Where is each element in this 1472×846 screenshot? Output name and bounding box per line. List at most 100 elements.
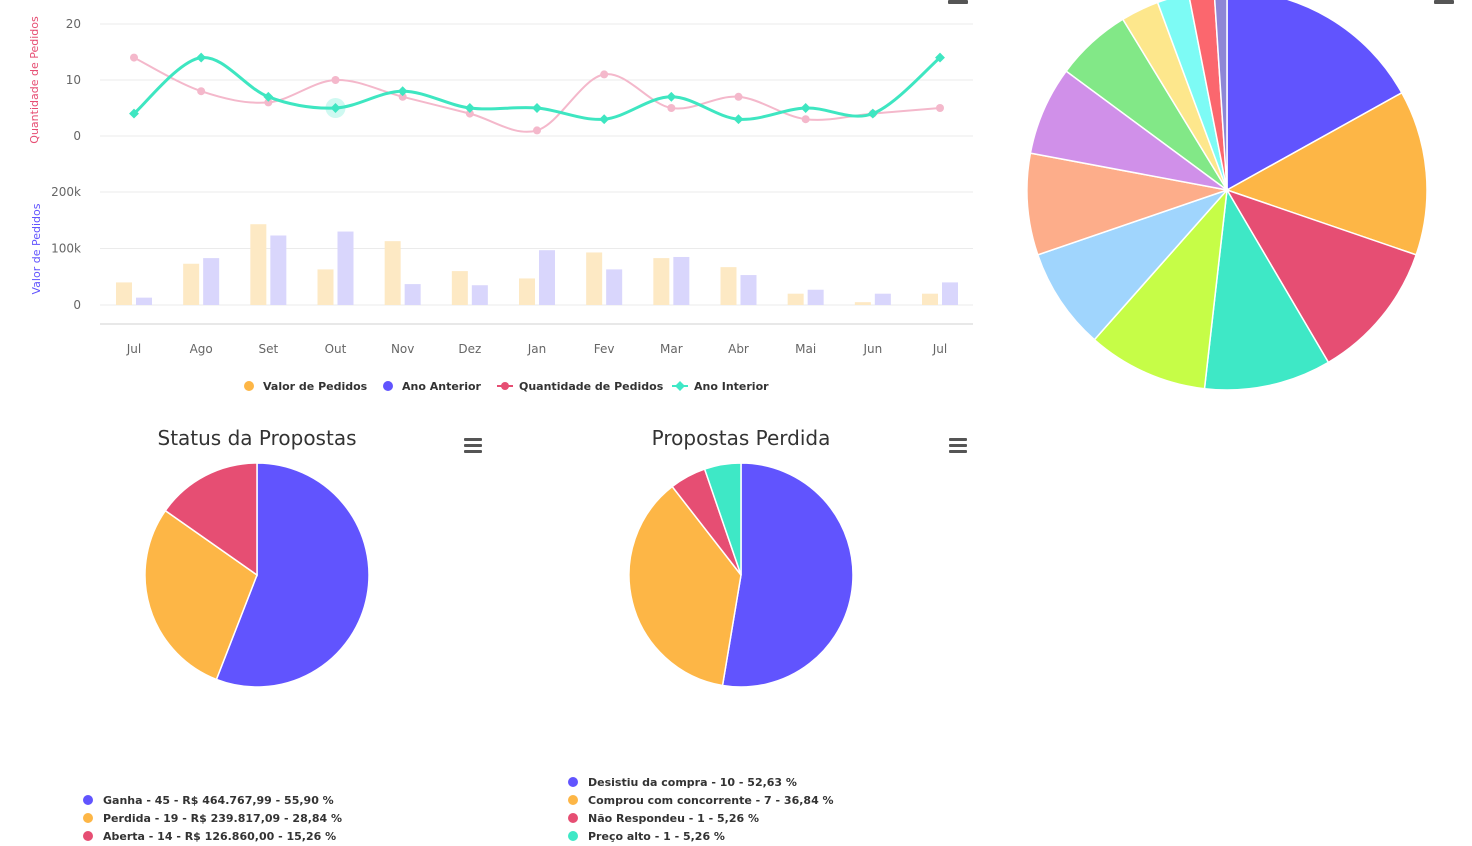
legend-label: Ano Interior bbox=[694, 380, 769, 393]
value-grid bbox=[100, 191, 973, 306]
point-quantidade-de-pedidos bbox=[465, 109, 474, 118]
y-axis-label-quantity: Quantidade de Pedidos bbox=[28, 16, 41, 144]
legend-label: Desistiu da compra - 10 - 52,63 % bbox=[588, 776, 797, 789]
x-tick-label: Dez bbox=[458, 342, 481, 356]
hamburger-menu-icon[interactable] bbox=[948, 0, 968, 4]
legend-label: Aberta - 14 - R$ 126.860,00 - 15,26 % bbox=[103, 830, 336, 843]
point-quantidade-de-pedidos bbox=[264, 98, 273, 107]
bar-ano-anterior bbox=[471, 285, 488, 305]
hamburger-menu-icon[interactable] bbox=[949, 438, 967, 453]
bar-ano-anterior bbox=[740, 275, 757, 305]
lost-pie-slice bbox=[628, 485, 742, 687]
lost-pie-slice bbox=[703, 462, 742, 576]
point-ano-interior bbox=[397, 86, 408, 97]
status-pie-slice bbox=[215, 462, 370, 688]
bar-ano-anterior bbox=[203, 258, 220, 305]
status-pie-slice bbox=[164, 462, 258, 577]
x-tick-label: Out bbox=[325, 342, 347, 356]
x-axis-ticks: Jul Ago Set Out Nov Dez Jan Fev Mar Abr Mai Jun Jul bbox=[126, 342, 947, 356]
x-tick-label: Mar bbox=[660, 342, 683, 356]
bar-valor-de-pedidos bbox=[854, 302, 871, 305]
y-tick-label: 0 bbox=[73, 298, 81, 312]
lost-pie-legend: Desistiu da compra - 10 - 52,63 % Comprou… bbox=[568, 776, 834, 843]
bar-ano-anterior bbox=[270, 235, 287, 305]
point-quantidade-de-pedidos bbox=[936, 104, 944, 112]
legend-marker bbox=[675, 381, 685, 391]
quantity-grid bbox=[100, 23, 973, 137]
bar-ano-anterior bbox=[337, 231, 354, 305]
point-ano-interior bbox=[599, 114, 610, 125]
big-pie-slice bbox=[1036, 188, 1230, 341]
combo-chart: Quantidade de Pedidos Valor de Pedidos 0… bbox=[28, 0, 973, 393]
bar-valor-de-pedidos bbox=[519, 278, 535, 305]
legend-label: Preço alto - 1 - 5,26 % bbox=[588, 830, 725, 843]
legend-marker bbox=[83, 795, 93, 805]
bar-valor-de-pedidos bbox=[317, 269, 334, 305]
y-tick-label: 10 bbox=[66, 73, 81, 87]
bar-valor-de-pedidos bbox=[384, 241, 401, 305]
point-quantidade-de-pedidos bbox=[801, 115, 810, 124]
legend-label: Valor de Pedidos bbox=[263, 380, 368, 393]
legend-marker bbox=[244, 381, 254, 391]
big-pie-slice bbox=[1156, 0, 1228, 191]
legend-label: Quantidade de Pedidos bbox=[519, 380, 664, 393]
status-pie-legend: Ganha - 45 - R$ 464.767,99 - 55,90 % Perd… bbox=[83, 794, 342, 843]
legend-marker bbox=[568, 813, 578, 823]
status-pie-title: Status da Propostas bbox=[158, 426, 357, 450]
hover-halo bbox=[325, 98, 346, 118]
legend-marker bbox=[568, 777, 578, 787]
point-ano-interior bbox=[464, 103, 475, 113]
x-tick-label: Abr bbox=[728, 342, 749, 356]
legend-marker bbox=[501, 382, 509, 390]
lost-pie-title: Propostas Perdida bbox=[652, 426, 831, 450]
x-tick-label: Mai bbox=[795, 342, 816, 356]
bar-ano-anterior bbox=[807, 289, 824, 305]
legend-marker bbox=[383, 381, 393, 391]
hamburger-menu-icon[interactable] bbox=[464, 438, 482, 453]
legend-label: Ganha - 45 - R$ 464.767,99 - 55,90 % bbox=[103, 794, 334, 807]
y-tick-label: 200k bbox=[51, 185, 81, 199]
big-pie-chart bbox=[1026, 0, 1428, 391]
x-tick-label: Nov bbox=[391, 342, 414, 356]
bar-ano-anterior bbox=[606, 269, 623, 305]
legend-label: Ano Anterior bbox=[402, 380, 482, 393]
bar-valor-de-pedidos bbox=[183, 263, 200, 305]
point-ano-interior bbox=[129, 108, 139, 119]
lost-pie-slice bbox=[721, 462, 854, 688]
main-legend: Valor de Pedidos Ano Anterior Quantidade d… bbox=[244, 380, 769, 393]
point-quantidade-de-pedidos bbox=[130, 53, 138, 62]
big-pie-slice bbox=[1225, 188, 1418, 364]
bar-valor-de-pedidos bbox=[586, 252, 603, 305]
bar-valor-de-pedidos bbox=[720, 267, 737, 305]
point-ano-interior bbox=[733, 114, 744, 125]
x-tick-label: Jul bbox=[126, 342, 141, 356]
quantity-y-ticks: 0 10 20 bbox=[66, 17, 81, 143]
point-ano-interior bbox=[935, 52, 945, 63]
bar-ano-anterior bbox=[673, 256, 690, 305]
bar-valor-de-pedidos bbox=[451, 271, 468, 305]
big-pie-slice bbox=[1226, 0, 1403, 192]
bar-valor-de-pedidos bbox=[922, 293, 938, 305]
point-ano-interior bbox=[263, 91, 274, 102]
big-pie-slice bbox=[1225, 91, 1428, 256]
point-quantidade-de-pedidos bbox=[331, 76, 340, 84]
legend-label: Não Respondeu - 1 - 5,26 % bbox=[588, 812, 759, 825]
x-tick-label: Fev bbox=[594, 342, 615, 356]
big-pie-slice bbox=[1026, 152, 1230, 256]
big-pie-slice bbox=[1093, 187, 1229, 390]
y-tick-label: 100k bbox=[51, 242, 81, 256]
hamburger-menu-icon[interactable] bbox=[1434, 0, 1454, 4]
bar-valor-de-pedidos bbox=[787, 293, 804, 305]
y-tick-label: 20 bbox=[66, 17, 81, 31]
y-tick-label: 0 bbox=[73, 129, 81, 143]
quantity-lines bbox=[129, 52, 945, 135]
legend-label: Perdida - 19 - R$ 239.817,09 - 28,84 % bbox=[103, 812, 342, 825]
value-bars bbox=[116, 224, 958, 305]
x-tick-label: Jul bbox=[932, 342, 947, 356]
bar-valor-de-pedidos bbox=[250, 224, 267, 305]
point-quantidade-de-pedidos bbox=[197, 87, 206, 96]
point-quantidade-de-pedidos bbox=[398, 92, 407, 101]
big-pie-slice bbox=[1213, 0, 1228, 191]
lost-pie-chart bbox=[628, 462, 854, 688]
